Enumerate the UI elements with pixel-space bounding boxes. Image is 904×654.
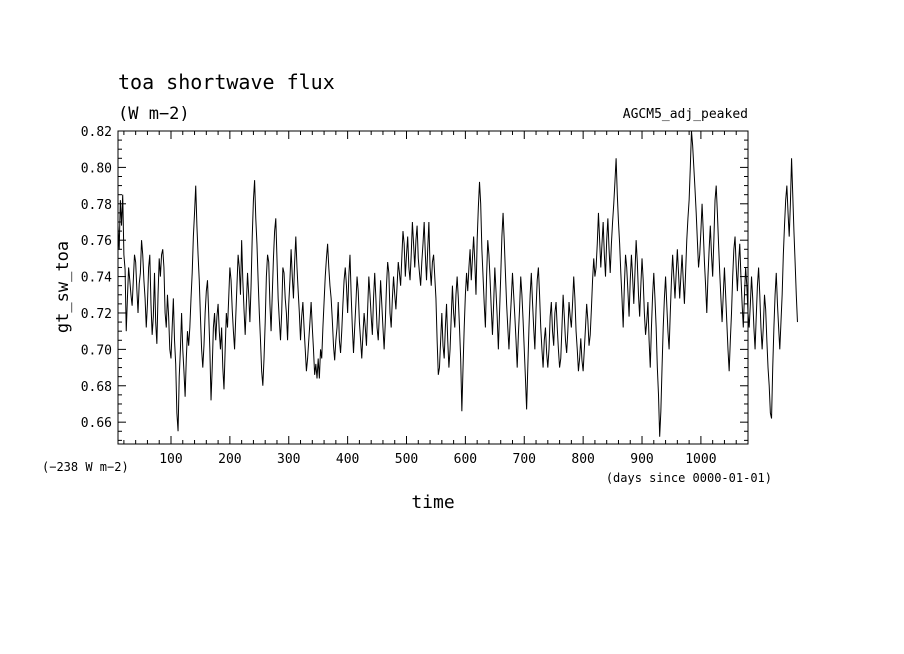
y-axis-label: gt_sw_toa [53,241,73,333]
chart-units: (W m−2) [118,104,190,124]
x-tick-label: 700 [513,452,536,467]
y-tick-label: 0.76 [81,234,112,249]
x-axis-label: time [411,492,454,513]
x-tick-label: 1000 [685,452,716,467]
x-tick-label: 800 [571,452,594,467]
x-tick-labels: 100 200 300 400 500 600 700 800 900 1000 [159,452,716,467]
y-tick-label: 0.66 [81,416,112,431]
axis-ticks [118,130,749,444]
y-tick-label: 0.82 [81,125,112,140]
y-tick-label: 0.68 [81,380,112,395]
x-tick-label: 200 [218,452,241,467]
y-tick-label: 0.78 [81,198,112,213]
x-tick-label: 600 [454,452,477,467]
x-tick-label: 500 [395,452,418,467]
chart-title: toa shortwave flux [118,70,335,94]
x-units-note: (days since 0000-01-01) [606,471,772,485]
series-line [117,130,798,437]
y-tick-label: 0.70 [81,343,112,358]
y-tick-labels: 0.66 0.68 0.70 0.72 0.74 0.76 0.78 0.80 0.82 [81,125,112,431]
plot-area [117,130,798,445]
experiment-label: AGCM5_adj_peaked [623,107,748,122]
x-tick-label: 300 [277,452,300,467]
x-tick-label: 400 [336,452,359,467]
x-tick-label: 900 [630,452,653,467]
x-tick-label: 100 [159,452,182,467]
y-tick-label: 0.74 [81,271,112,286]
offset-note: (−238 W m−2) [42,460,129,474]
y-tick-label: 0.72 [81,307,112,322]
plot-frame [117,130,749,445]
y-tick-label: 0.80 [81,161,112,176]
